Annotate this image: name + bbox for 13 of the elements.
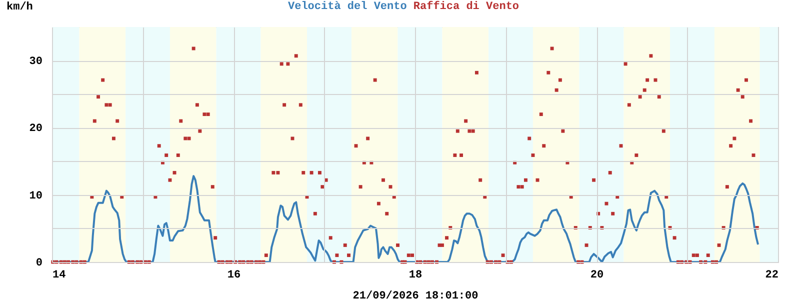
x-tick-label: 22 xyxy=(765,270,778,282)
x-tick-label: 18 xyxy=(408,270,422,282)
x-tick-label: 20 xyxy=(590,270,604,282)
text: Velocità del Vento xyxy=(288,1,408,13)
text: Raffica di Vento xyxy=(413,0,520,13)
y-tick-label: 20 xyxy=(29,123,42,136)
x-axis-title: 21/09/2026 18:01:00 xyxy=(352,290,478,300)
y-axis-title: km/h xyxy=(6,2,33,14)
y-tick-label: 10 xyxy=(29,190,42,202)
x-tick-label: 14 xyxy=(52,270,66,282)
y-tick-label: 30 xyxy=(29,56,42,68)
x-tick-label: 16 xyxy=(227,270,241,282)
y-tick-label: 0 xyxy=(36,258,42,270)
